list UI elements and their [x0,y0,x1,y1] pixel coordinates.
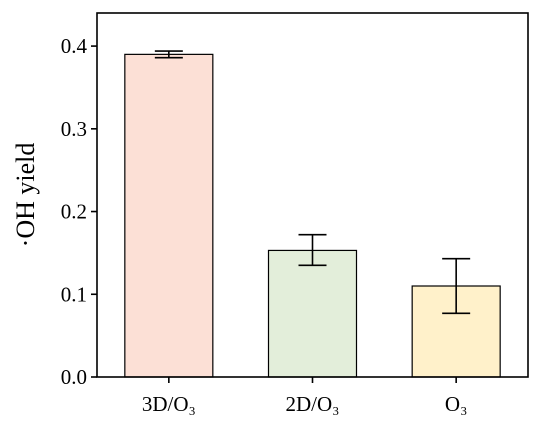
x-tick-label: 3D/O₃ [142,392,196,416]
bar-2d-o [267,249,358,378]
error-bar-2d-o [298,233,327,267]
y-tick-label: 0.1 [61,282,87,306]
y-tick-label: 0.4 [61,34,88,58]
error-bar-3d-o [154,50,183,59]
x-tick-label: O₃ [445,392,468,416]
bars-layer [124,53,501,378]
error-bars-layer [154,50,471,315]
bar-3d-o [124,53,214,378]
x-ticks-layer: 3D/O₃ 2D/O₃ O₃ [142,377,468,416]
y-ticks-layer: 0.0 0.1 0.2 0.3 0.4 [61,34,97,389]
y-tick-label: 0.3 [61,117,87,141]
y-tick-label: 0.0 [61,365,87,389]
x-tick-label: 2D/O₃ [286,392,340,416]
y-axis-title: ·OH yield [11,143,40,248]
y-tick-label: 0.2 [61,200,87,224]
error-bar-o [442,257,471,315]
